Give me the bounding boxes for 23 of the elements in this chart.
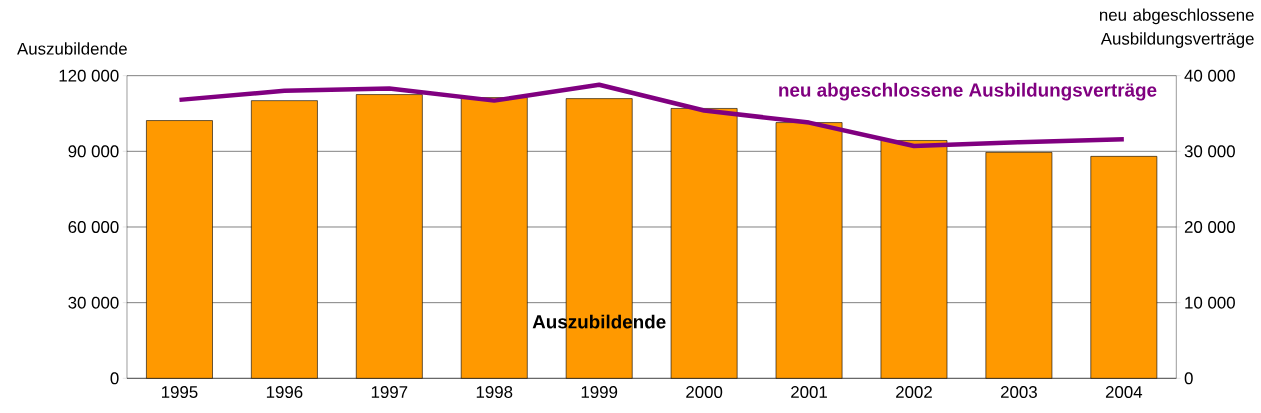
y-tick-label: 60 000: [68, 220, 119, 233]
y-tick-label: 0: [110, 372, 119, 385]
x-tick-label: 1997: [371, 385, 408, 398]
y-tick-label: 120 000: [59, 69, 119, 82]
x-tick-label: 2002: [896, 385, 932, 398]
x-tick-label: 2004: [1105, 385, 1143, 398]
y2-tick-label: 0: [1184, 372, 1193, 385]
y2-tick-label: 40 000: [1184, 69, 1235, 82]
x-tick-label: 2000: [686, 385, 723, 398]
y2-tick-label: 30 000: [1184, 145, 1235, 158]
x-tick-label: 2003: [1001, 385, 1037, 398]
y2-axis-title: neu abgeschlossene Ausbildungsverträge: [1100, 8, 1254, 48]
x-tick-label: 1995: [161, 385, 198, 398]
x-tick-label: 1996: [266, 385, 303, 398]
y-axis-title: Auszubildende: [17, 42, 127, 55]
y2-tick-label: 20 000: [1184, 220, 1235, 233]
x-tick-label: 1999: [581, 385, 618, 398]
y-tick-label: 90 000: [68, 145, 119, 158]
y-tick-label: 30 000: [68, 296, 119, 309]
y2-tick-label: 10 000: [1185, 296, 1235, 309]
x-tick-label: 1998: [476, 385, 513, 398]
series-label: neu abgeschlossene Ausbildungsverträge: [779, 82, 1157, 101]
x-tick-label: 2001: [791, 385, 827, 398]
